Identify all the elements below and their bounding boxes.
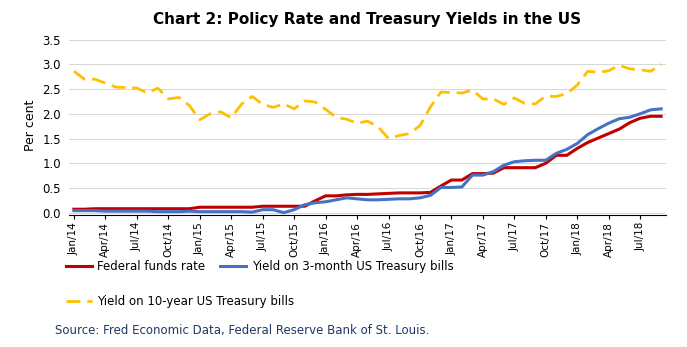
Text: Source: Fred Economic Data, Federal Reserve Bank of St. Louis.: Source: Fred Economic Data, Federal Rese… [55,324,429,337]
Legend: Federal funds rate, Yield on 3-month US Treasury bills: Federal funds rate, Yield on 3-month US … [61,256,458,278]
Y-axis label: Per cent: Per cent [24,99,37,151]
Legend: Yield on 10-year US Treasury bills: Yield on 10-year US Treasury bills [61,290,300,313]
Title: Chart 2: Policy Rate and Treasury Yields in the US: Chart 2: Policy Rate and Treasury Yields… [153,11,582,27]
